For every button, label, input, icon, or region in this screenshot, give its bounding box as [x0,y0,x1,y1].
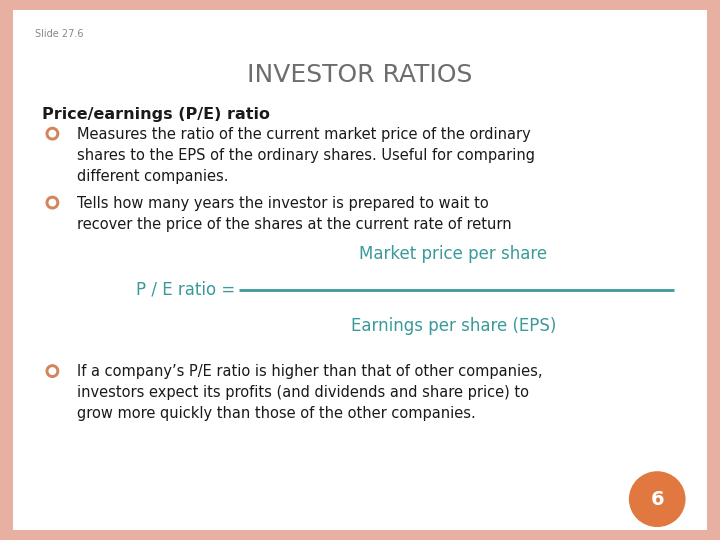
Text: INVESTOR RATIOS: INVESTOR RATIOS [247,63,473,86]
Text: 6: 6 [650,490,664,509]
Ellipse shape [46,197,58,209]
Ellipse shape [46,365,58,377]
Text: Market price per share: Market price per share [359,245,547,263]
Text: Slide 27.6: Slide 27.6 [35,29,84,39]
Ellipse shape [629,472,685,526]
Text: If a company’s P/E ratio is higher than that of other companies,
investors expec: If a company’s P/E ratio is higher than … [76,364,542,421]
Text: Earnings per share (EPS): Earnings per share (EPS) [351,316,556,335]
Text: Measures the ratio of the current market price of the ordinary
shares to the EPS: Measures the ratio of the current market… [76,127,535,184]
Ellipse shape [46,127,58,140]
Text: Price/earnings (P/E) ratio: Price/earnings (P/E) ratio [42,107,270,122]
Ellipse shape [49,368,55,374]
Ellipse shape [49,199,55,206]
Text: P / E ratio =: P / E ratio = [136,281,235,299]
Ellipse shape [49,131,55,137]
Text: Tells how many years the investor is prepared to wait to
recover the price of th: Tells how many years the investor is pre… [76,196,511,232]
